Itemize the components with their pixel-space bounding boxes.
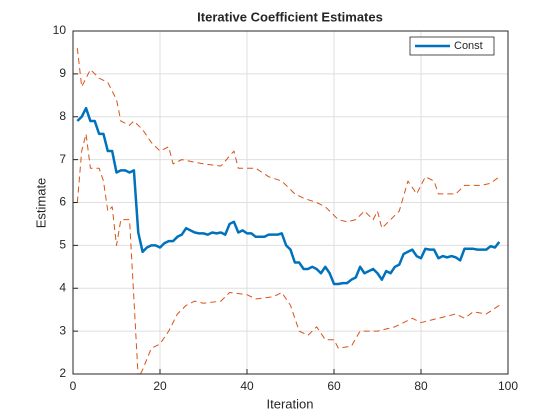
y-tick-label: 7: [59, 152, 66, 166]
axes-box: [72, 30, 509, 375]
x-tick-label: 0: [70, 379, 77, 393]
chart-title: Iterative Coefficient Estimates: [197, 9, 383, 24]
x-tick-label: 100: [498, 379, 518, 393]
x-tick-label: 40: [240, 379, 254, 393]
plot-area: [76, 48, 501, 374]
y-tick-label: 8: [59, 109, 66, 123]
x-tick-label: 80: [414, 379, 428, 393]
y-tick-label: 9: [59, 66, 66, 80]
x-axis-label: Iteration: [267, 396, 314, 411]
bound-line: [76, 133, 500, 374]
y-tick-label: 4: [59, 280, 66, 294]
legend-label: Const: [454, 40, 483, 52]
legend-box: [409, 36, 495, 56]
x-tick-label: 60: [327, 379, 341, 393]
y-tick-label: 5: [59, 238, 66, 252]
y-tick-label: 2: [59, 366, 66, 380]
y-tick-label: 6: [59, 195, 66, 209]
y-tick-label: 10: [53, 23, 67, 37]
series-line: [76, 106, 501, 286]
x-tick-label: 20: [153, 379, 167, 393]
y-tick-label: 3: [59, 323, 66, 337]
y-axis-label: Estimate: [33, 178, 48, 229]
bound-line: [76, 48, 500, 229]
